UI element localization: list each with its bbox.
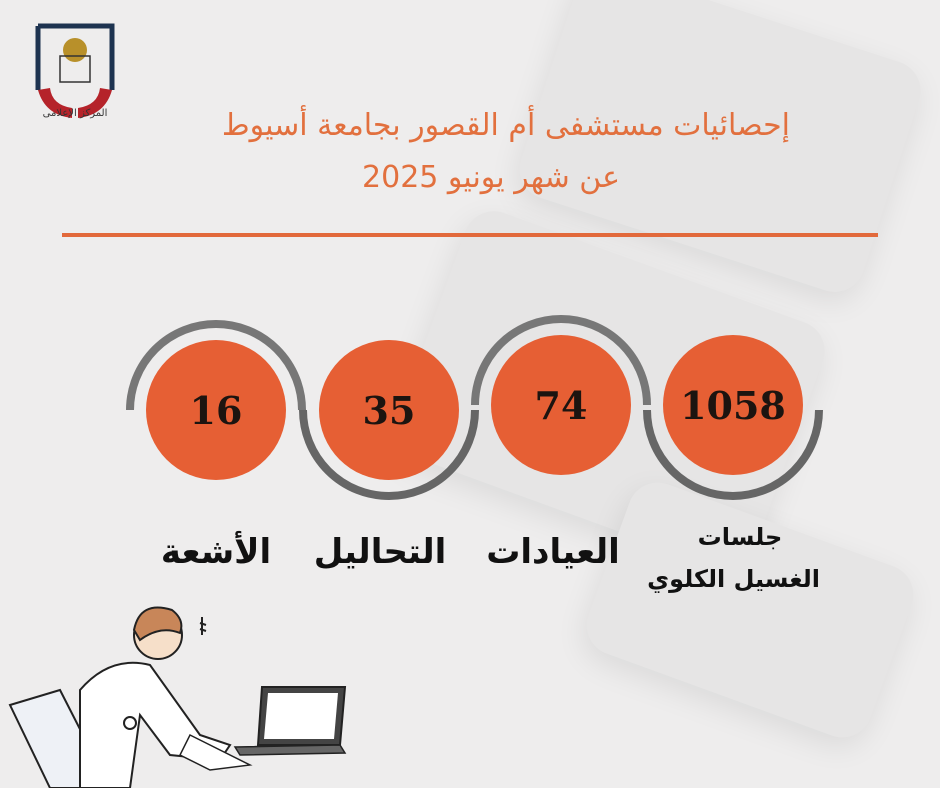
stat-radiology-value: 16 [146, 340, 286, 480]
stat-labs-value: 35 [319, 340, 459, 480]
university-logo [35, 23, 115, 118]
stat-clinics-value: 74 [491, 335, 631, 475]
page-subtitle: عن شهر يونيو 2025 [362, 160, 620, 195]
stat-radiology-label: الأشعة [160, 532, 272, 572]
stat-clinics-label: العيادات [486, 532, 620, 572]
stat-labs-label: التحاليل [313, 532, 447, 572]
page-title: إحصائيات مستشفى أم القصور بجامعة أسيوط [221, 108, 790, 143]
arc-top [126, 320, 306, 411]
divider [62, 233, 878, 237]
arc-top [471, 315, 651, 406]
stat-dialysis-label-line2: الغسيل الكلوي [647, 565, 820, 593]
stat-dialysis-label-line1: جلسات [697, 523, 783, 551]
doctor-illustration [8, 606, 347, 788]
arc-bottom [299, 409, 479, 500]
stat-dialysis-value: 1058 [663, 335, 803, 475]
arc-bottom [643, 409, 823, 500]
logo-caption: المركز الإعلامى [42, 108, 108, 119]
